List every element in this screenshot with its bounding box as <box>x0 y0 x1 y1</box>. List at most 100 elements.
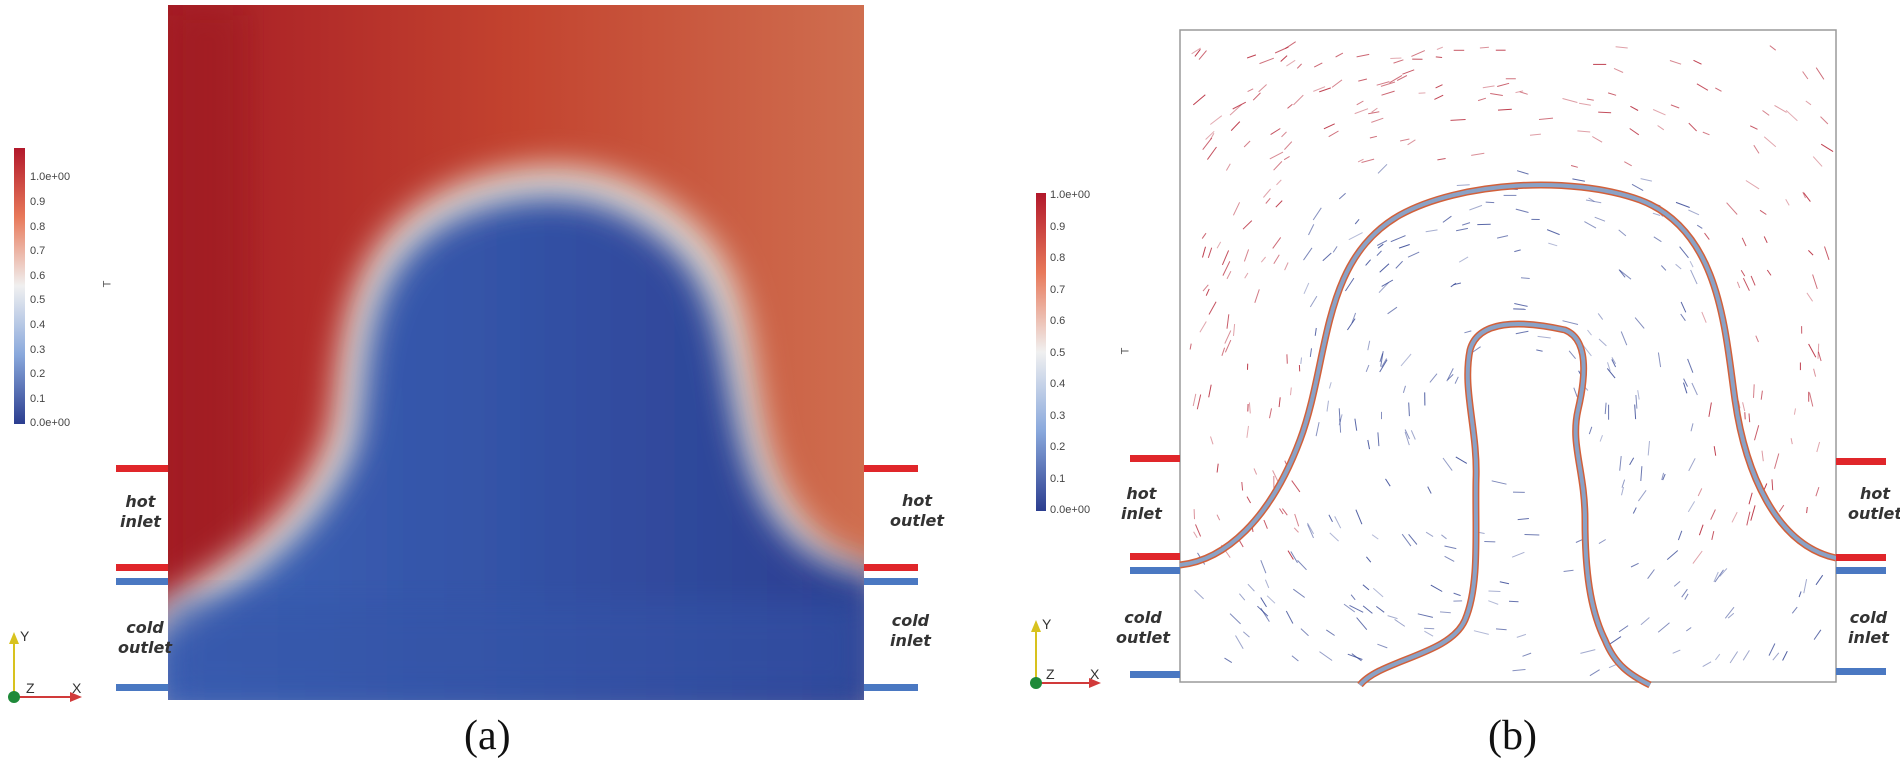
velocity-arrow <box>1672 649 1681 654</box>
velocity-arrow <box>1696 224 1703 229</box>
colorbar-tick-label: 0.9 <box>30 196 46 208</box>
velocity-arrow <box>1379 359 1388 373</box>
velocity-arrow <box>1235 635 1244 649</box>
velocity-arrow <box>1766 269 1772 276</box>
velocity-arrow <box>1456 227 1468 232</box>
velocity-arrow <box>1598 539 1606 545</box>
velocity-arrow <box>1768 643 1776 656</box>
velocity-arrow <box>1785 110 1798 122</box>
velocity-arrow <box>1750 275 1756 286</box>
panel-a-label: (a) <box>464 713 511 759</box>
velocity-arrow <box>1652 212 1661 216</box>
velocity-arrow <box>1424 627 1435 630</box>
velocity-arrow <box>1806 292 1814 302</box>
velocity-arrow <box>1189 343 1192 350</box>
velocity-arrow <box>1736 281 1741 289</box>
velocity-arrow <box>1637 390 1640 400</box>
velocity-arrow <box>1224 330 1232 344</box>
velocity-arrow <box>1362 584 1370 591</box>
velocity-arrow <box>1369 135 1378 139</box>
velocity-arrow <box>1424 630 1434 637</box>
velocity-arrow <box>1266 595 1276 604</box>
velocity-arrow <box>1335 52 1344 58</box>
velocity-arrow <box>1290 551 1298 563</box>
colorbar-tick-label: 1.0e+00 <box>1050 189 1091 202</box>
velocity-arrows <box>1189 41 1834 677</box>
velocity-arrow <box>1771 479 1774 491</box>
velocity-arrow <box>1517 518 1529 521</box>
velocity-arrow <box>1278 397 1281 408</box>
velocity-arrow <box>1287 550 1294 560</box>
velocity-arrow <box>1326 400 1329 412</box>
velocity-arrow <box>1389 74 1403 84</box>
velocity-arrow <box>1192 393 1197 407</box>
velocity-arrow <box>1817 343 1820 359</box>
velocity-arrow <box>1194 589 1204 600</box>
velocity-arrow <box>1669 60 1682 65</box>
velocity-arrow <box>1514 303 1528 307</box>
velocity-arrow <box>1516 170 1529 175</box>
velocity-arrow <box>1385 478 1391 487</box>
velocity-arrow <box>1410 430 1416 440</box>
axis-x-label-a: X <box>72 680 82 696</box>
velocity-arrow <box>1281 131 1287 138</box>
velocity-arrow <box>1680 313 1686 321</box>
velocity-arrow <box>1683 382 1688 394</box>
velocity-arrow <box>1265 197 1271 204</box>
velocity-arrow <box>1491 480 1507 485</box>
velocity-arrow <box>1338 192 1346 200</box>
velocity-arrow <box>1283 155 1290 161</box>
velocity-arrow <box>1661 472 1665 481</box>
velocity-arrow <box>1782 650 1788 661</box>
velocity-arrow <box>1681 588 1688 598</box>
velocity-arrow <box>1381 358 1388 368</box>
velocity-arrow <box>1701 311 1707 323</box>
velocity-arrow <box>1377 643 1388 649</box>
velocity-arrow <box>1411 50 1425 57</box>
velocity-arrow <box>1248 402 1251 414</box>
velocity-arrow <box>1338 414 1343 426</box>
colorbar-tick-label: 0.3 <box>1050 409 1066 422</box>
velocity-arrow <box>1772 652 1780 661</box>
cold-inlet-label-b: cold inlet <box>1848 608 1889 647</box>
velocity-arrow <box>1225 163 1231 171</box>
velocity-arrow <box>1314 327 1317 336</box>
velocity-arrow <box>1269 151 1284 160</box>
velocity-arrow <box>1315 422 1320 437</box>
velocity-arrow <box>1371 534 1379 540</box>
velocity-arrow <box>1490 93 1503 96</box>
cold-outlet-line-top-b <box>1130 567 1180 574</box>
velocity-arrow <box>1393 59 1404 64</box>
velocity-arrow <box>1670 104 1680 109</box>
cold-inlet-line-bottom-b <box>1836 668 1886 675</box>
velocity-arrow <box>1742 650 1750 661</box>
velocity-arrow <box>1698 524 1704 536</box>
velocity-arrow <box>1293 94 1304 106</box>
velocity-arrow <box>1427 486 1432 494</box>
velocity-arrow <box>1688 209 1700 216</box>
velocity-arrow <box>1242 631 1250 638</box>
velocity-arrow <box>1456 184 1470 186</box>
velocity-arrow <box>1497 82 1510 87</box>
velocity-arrow <box>1727 612 1735 619</box>
velocity-arrow <box>1762 110 1770 116</box>
velocity-arrow <box>1199 321 1207 333</box>
velocity-arrow <box>1522 652 1532 657</box>
velocity-arrow <box>1348 232 1363 241</box>
cold-outlet-line-bottom-b <box>1130 671 1180 678</box>
colorbar-tick-label: 0.4 <box>30 319 46 331</box>
velocity-arrow <box>1702 131 1710 136</box>
colorbar-tick-label: 0.7 <box>1050 283 1066 296</box>
cold-outlet-line-bottom <box>116 684 168 691</box>
velocity-arrow <box>1618 625 1629 633</box>
velocity-arrow <box>1221 347 1226 356</box>
velocity-arrow <box>1319 87 1331 93</box>
velocity-arrow <box>1300 628 1309 637</box>
velocity-arrow <box>1653 236 1662 243</box>
cold-inlet-label-a: cold inlet <box>890 611 931 650</box>
velocity-arrow <box>1442 457 1453 471</box>
velocity-arrow <box>1367 439 1370 450</box>
velocity-arrow <box>1570 165 1578 168</box>
velocity-arrow <box>1436 46 1443 50</box>
